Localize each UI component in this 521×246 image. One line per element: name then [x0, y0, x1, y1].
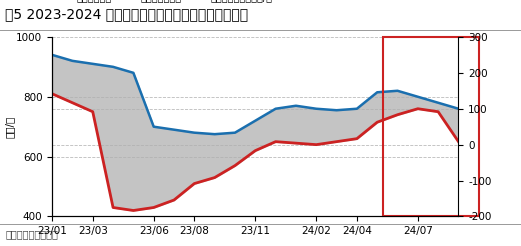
Y-axis label: 美元/吨: 美元/吨	[5, 116, 15, 138]
Text: 数据来源：卓创资讯: 数据来源：卓创资讯	[5, 229, 58, 239]
Text: 图5 2023-2024 年中国进口针叶浆、阔叶浆外盘走势图: 图5 2023-2024 年中国进口针叶浆、阔叶浆外盘走势图	[5, 7, 249, 21]
Legend: 价差（右轴）, 针叶浆（银星）, 阔叶浆（巴桉）美元/吨: 价差（右轴）, 针叶浆（银星）, 阔叶浆（巴桉）美元/吨	[49, 0, 277, 6]
Bar	[383, 37, 479, 216]
